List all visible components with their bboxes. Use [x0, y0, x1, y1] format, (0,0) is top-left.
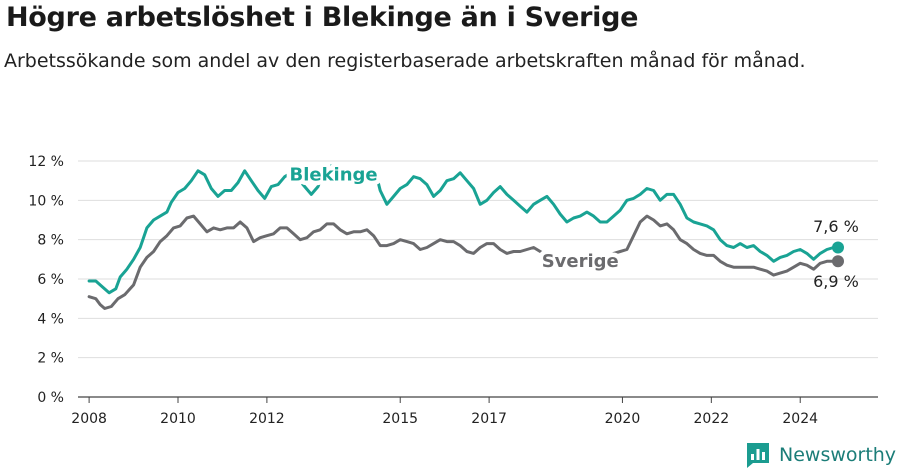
brand-name: Newsworthy	[779, 444, 897, 466]
series-labels: Blekinge Sverige 7,6 % 6,9 %	[285, 160, 859, 291]
chart-title: Högre arbetslöshet i Blekinge än i Sveri…	[6, 2, 639, 33]
series-line-blekinge	[87, 163, 840, 295]
y-tick-label: 12 %	[28, 154, 64, 170]
y-tick-label: 10 %	[28, 193, 64, 209]
chart-subtitle: Arbetssökande som andel av den registerb…	[4, 50, 806, 72]
y-tick-label: 8 %	[37, 233, 64, 249]
x-tick-label: 2022	[694, 411, 730, 427]
y-tick-label: 0 %	[37, 390, 64, 406]
series-label-sverige: Sverige	[542, 251, 619, 272]
y-tick-label: 4 %	[37, 311, 64, 327]
x-axis-ticks: 2008 2010 2012 2015 2017 2020 2022 2024	[71, 397, 818, 427]
series-endpoint-sverige	[832, 255, 844, 268]
x-tick-label: 2010	[160, 411, 196, 427]
series-lines	[87, 163, 844, 310]
x-tick-label: 2015	[382, 411, 418, 427]
newsworthy-logo-icon	[747, 443, 769, 468]
x-tick-label: 2024	[782, 411, 818, 427]
x-tick-label: 2012	[249, 411, 285, 427]
x-tick-label: 2008	[71, 411, 107, 427]
y-tick-label: 2 %	[37, 351, 64, 367]
y-tick-label: 6 %	[37, 272, 64, 288]
series-endpoint-blekinge	[832, 241, 844, 254]
series-line-sverige	[87, 214, 840, 310]
y-axis-ticks: 0 % 2 % 4 % 6 % 8 % 10 % 12 %	[28, 154, 64, 406]
x-tick-label: 2017	[471, 411, 507, 427]
newsworthy-brand[interactable]: Newsworthy	[745, 441, 896, 469]
end-value-sverige: 6,9 %	[813, 272, 859, 291]
end-value-blekinge: 7,6 %	[813, 217, 859, 236]
series-label-blekinge: Blekinge	[289, 165, 377, 186]
x-tick-label: 2020	[605, 411, 641, 427]
